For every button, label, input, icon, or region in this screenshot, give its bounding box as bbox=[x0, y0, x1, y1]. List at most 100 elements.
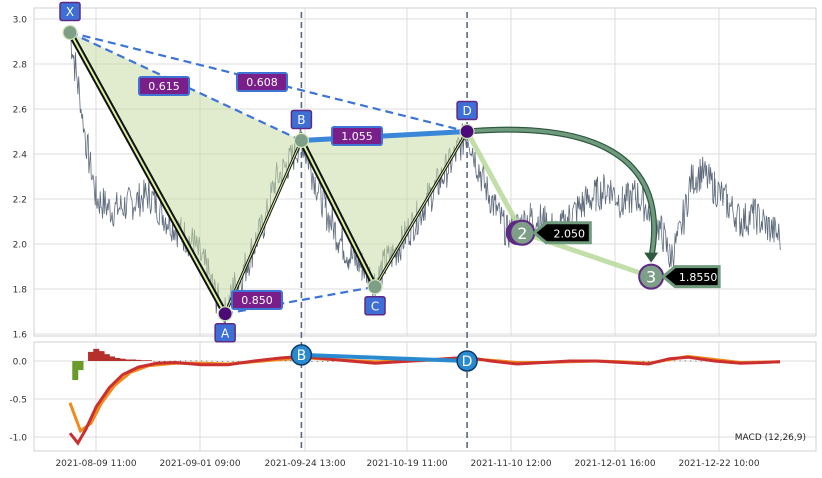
point-d-dot bbox=[459, 123, 475, 140]
macd-histogram-bar bbox=[145, 360, 152, 361]
x-tick-label: 2021-09-01 09:00 bbox=[159, 459, 240, 469]
macd-link-bd bbox=[301, 352, 468, 363]
macd-histogram-bar bbox=[221, 361, 224, 362]
pattern-fill-xab bbox=[70, 32, 302, 314]
ratio-line-xb bbox=[69, 31, 302, 142]
target-2-value-box bbox=[531, 221, 592, 245]
axes: 1.6 1.8 2.0 2.2 2.4 2.6 2.8 3.0 0.0 -0.5 -1.0 2021-… bbox=[9, 16, 806, 470]
target-arc-head bbox=[644, 252, 659, 263]
point-c-box bbox=[364, 296, 386, 316]
x-tick-label: 2021-12-22 10:00 bbox=[678, 459, 759, 469]
target-arrow-2 bbox=[464, 130, 525, 234]
macd-histogram-bar bbox=[647, 361, 650, 362]
point-x-box bbox=[59, 1, 81, 22]
macd-histogram-bar bbox=[332, 361, 334, 362]
macd-histogram-bar bbox=[72, 361, 79, 380]
macd-histogram-bar bbox=[140, 360, 147, 361]
x-tick-label: 2021-11-10 12:00 bbox=[470, 459, 551, 469]
macd-histogram-bar bbox=[227, 361, 229, 362]
ratio-box-XB bbox=[138, 76, 190, 96]
macd-histogram-bar bbox=[124, 359, 131, 361]
ratio-box-AC bbox=[231, 290, 283, 310]
ratio-label-XD: 0.608 bbox=[246, 76, 278, 89]
price-y-tick-label: 2.2 bbox=[13, 196, 27, 206]
price-y-tick-label: 2.8 bbox=[13, 61, 28, 71]
point-x-label: X bbox=[66, 5, 74, 19]
macd-histogram-bar bbox=[679, 360, 681, 362]
macd-histogram-bar bbox=[158, 361, 161, 362]
leg-CD bbox=[374, 131, 468, 288]
macd-histogram-bar bbox=[290, 360, 292, 362]
macd-histogram-bar bbox=[185, 360, 187, 362]
ratio-box-BD bbox=[331, 126, 383, 146]
macd-y-tick-label: -1.0 bbox=[9, 434, 27, 444]
leg-AB bbox=[224, 140, 302, 314]
x-tick-label: 2021-12-01 16:00 bbox=[574, 459, 655, 469]
price-y-tick-label: 3.0 bbox=[13, 16, 28, 26]
macd-histogram-bar bbox=[206, 360, 208, 362]
macd-histogram-bar bbox=[88, 351, 95, 361]
target-3-value-box bbox=[660, 265, 721, 289]
macd-histogram-bar bbox=[689, 360, 692, 362]
macd-line bbox=[68, 354, 781, 446]
macd-histogram-bar bbox=[695, 360, 697, 362]
macd-histogram-bar bbox=[684, 360, 686, 362]
point-a-box bbox=[214, 323, 236, 343]
macd-histogram-bar bbox=[211, 360, 213, 362]
ratio-label-AC: 0.850 bbox=[241, 294, 273, 307]
macd-histogram-bar bbox=[321, 361, 324, 362]
price-y-tick-label: 2.4 bbox=[13, 151, 28, 161]
macd-y-tick-label: 0.0 bbox=[13, 358, 28, 368]
macd-histogram-bar bbox=[216, 361, 218, 362]
point-b-dot bbox=[293, 132, 310, 149]
macd-histogram-bar bbox=[642, 361, 644, 362]
macd-histogram-bar bbox=[700, 360, 702, 362]
macd-marker-b-label: B bbox=[297, 348, 307, 364]
macd-histogram-bar bbox=[164, 361, 166, 362]
macd-histogram-bar bbox=[93, 348, 100, 361]
macd-y-tick-label: -0.5 bbox=[9, 396, 27, 406]
point-x-dot bbox=[62, 24, 78, 41]
macd-histogram-bar bbox=[674, 360, 676, 362]
macd-histogram-bar bbox=[119, 358, 126, 361]
ratio-label-BD: 1.055 bbox=[341, 130, 373, 143]
macd-histogram-bar bbox=[195, 360, 197, 362]
target-3-value: 1.8550 bbox=[679, 271, 718, 284]
macd-histogram-bar bbox=[130, 359, 137, 361]
harmonic-pattern: 2 2.050 3 1.8550 0.615 0.608 0.850 1.055 X A B C D bbox=[59, 1, 721, 343]
macd-histogram-bar bbox=[316, 361, 318, 362]
macd-histogram-bar bbox=[237, 361, 239, 362]
x-tick-label: 2021-08-09 11:00 bbox=[55, 459, 136, 469]
point-c-label: C bbox=[371, 299, 379, 313]
macd-histogram-bar bbox=[77, 361, 84, 371]
macd-histogram-bar bbox=[200, 360, 203, 362]
macd-histogram-bar bbox=[135, 359, 142, 361]
macd-histogram-bar bbox=[285, 360, 287, 362]
macd-histogram-bar bbox=[114, 357, 121, 361]
macd-histogram-bar bbox=[169, 360, 171, 362]
ratio-label-XB: 0.615 bbox=[148, 80, 180, 93]
target-2-label: 2 bbox=[517, 224, 527, 243]
macd-marker-b bbox=[290, 344, 313, 366]
price-y-tick-label: 1.6 bbox=[13, 331, 28, 341]
pattern-fill-bcd bbox=[301, 131, 468, 287]
ratio-box-XD bbox=[236, 72, 288, 92]
ratio-line-xd bbox=[69, 31, 468, 133]
point-c-dot bbox=[367, 279, 383, 295]
target-arc bbox=[466, 127, 656, 259]
point-a-dot bbox=[217, 306, 233, 322]
macd-histogram-bar bbox=[190, 360, 192, 362]
macd-label: MACD (12,26,9) bbox=[735, 433, 806, 443]
price-y-tick-label: 2.0 bbox=[13, 241, 28, 251]
macd-histogram-bar bbox=[179, 360, 182, 362]
price-y-tick-label: 2.6 bbox=[13, 106, 28, 116]
macd-histogram-bar bbox=[103, 354, 110, 361]
x-tick-label: 2021-10-19 11:00 bbox=[366, 459, 447, 469]
point-d-box bbox=[456, 100, 478, 121]
macd-histogram-bar bbox=[98, 351, 105, 361]
point-d-label: D bbox=[462, 104, 471, 118]
target-3-label: 3 bbox=[646, 268, 656, 287]
